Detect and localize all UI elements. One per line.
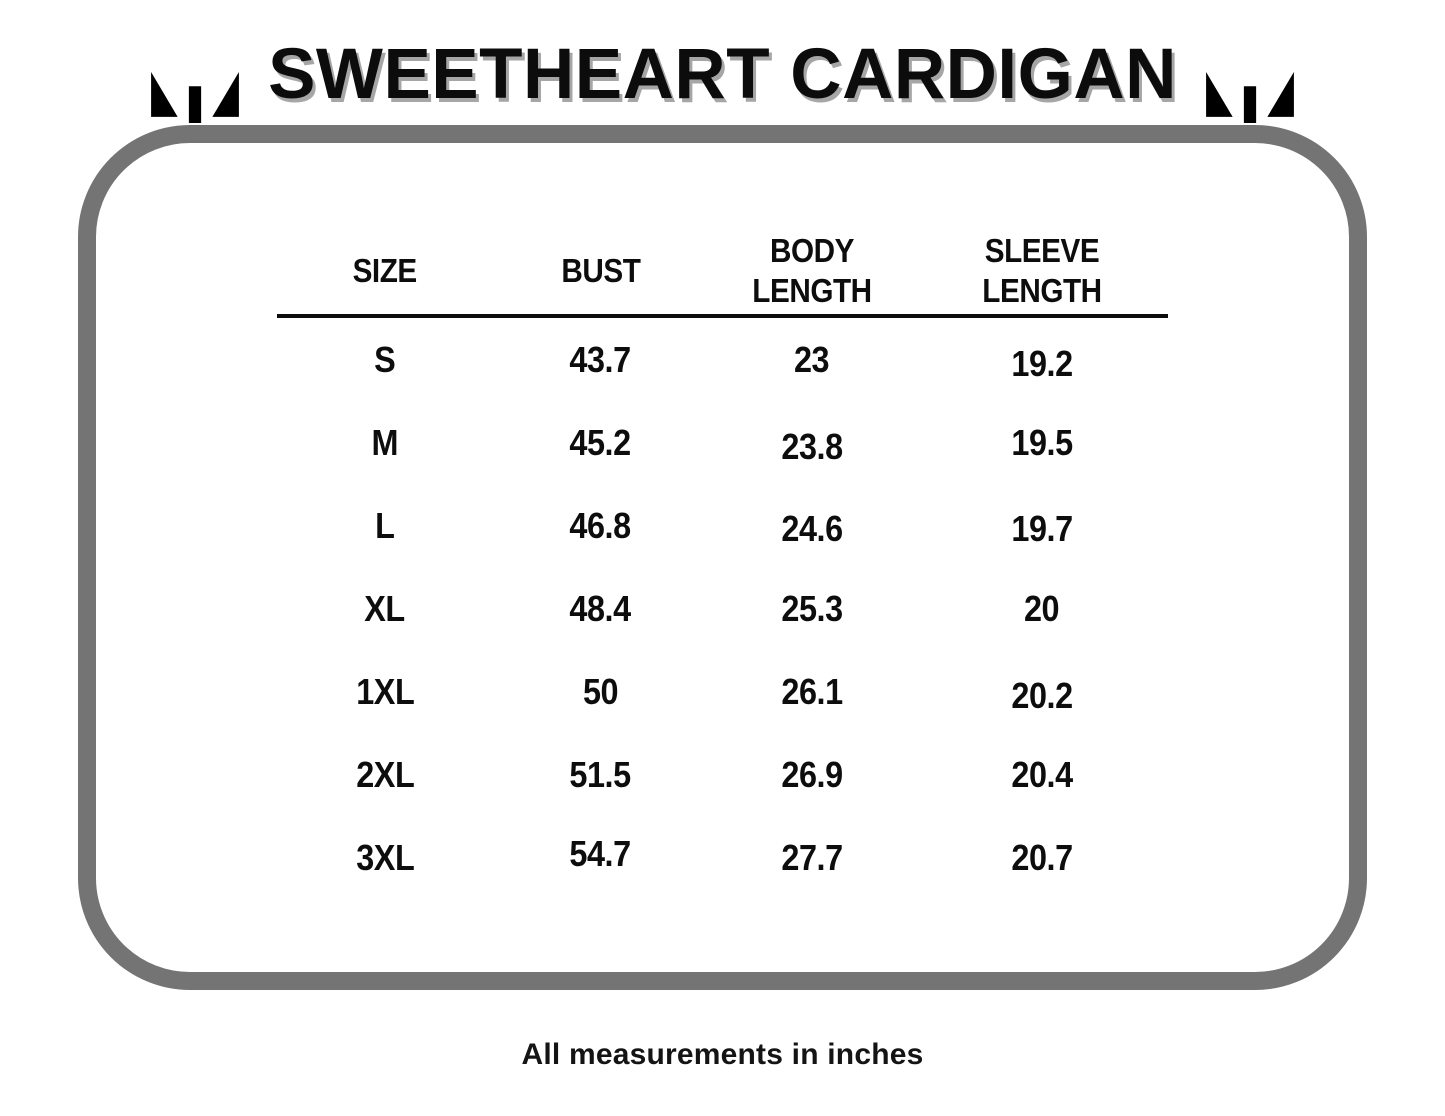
table-cell-bust: 46.8 xyxy=(569,504,632,546)
table-cell-bust: 51.5 xyxy=(569,753,632,795)
table-cell-sleeve-length: 20.2 xyxy=(1011,674,1073,716)
rounded-frame xyxy=(78,125,1367,990)
table-row-size-label: 3XL xyxy=(355,836,415,878)
table-cell-bust: 50 xyxy=(582,670,619,712)
brand-monogram-icon xyxy=(142,25,248,123)
table-cell-body-length: 27.7 xyxy=(781,836,843,878)
table-row-size-label: 2XL xyxy=(355,753,415,795)
table-cell-sleeve-length: 20.7 xyxy=(1011,836,1073,878)
page-title: SWEETHEART CARDIGAN xyxy=(268,34,1177,114)
column-header-bust: BUST xyxy=(560,252,641,290)
column-header-body-length: BODY LENGTH xyxy=(752,232,872,309)
table-cell-body-length: 26.1 xyxy=(781,670,843,712)
table-cell-bust: 54.7 xyxy=(569,832,632,874)
table-cell-sleeve-length: 20 xyxy=(1024,587,1060,629)
header-divider-line xyxy=(277,314,1168,318)
table-cell-body-length: 23.8 xyxy=(781,425,843,467)
column-header-size: SIZE xyxy=(352,252,418,290)
table-cell-bust: 45.2 xyxy=(569,421,632,463)
table-cell-body-length: 26.9 xyxy=(781,753,843,795)
table-cell-body-length: 23 xyxy=(794,338,830,380)
brand-header: SWEETHEART CARDIGAN xyxy=(0,22,1445,126)
table-cell-bust: 48.4 xyxy=(569,587,632,629)
table-row-size-label: XL xyxy=(364,587,406,629)
table-row-size-label: 1XL xyxy=(355,670,415,712)
table-cell-body-length: 24.6 xyxy=(781,507,843,549)
table-cell-bust: 43.7 xyxy=(569,338,632,380)
brand-monogram-icon xyxy=(1197,25,1303,123)
table-row-size-label: M xyxy=(371,421,399,463)
size-table: SIZE BUST BODY LENGTH SLEEVE LENGTH S 43… xyxy=(277,228,1168,899)
measurement-note: All measurements in inches xyxy=(521,1038,924,1071)
table-cell-body-length: 25.3 xyxy=(781,587,843,629)
table-cell-sleeve-length: 19.5 xyxy=(1011,421,1073,463)
table-row-size-label: S xyxy=(374,338,396,380)
table-cell-sleeve-length: 19.7 xyxy=(1011,507,1073,549)
table-row-size-label: L xyxy=(375,504,395,546)
column-header-sleeve-length: SLEEVE LENGTH xyxy=(982,232,1102,309)
table-cell-sleeve-length: 19.2 xyxy=(1011,342,1073,384)
table-cell-sleeve-length: 20.4 xyxy=(1011,753,1073,795)
